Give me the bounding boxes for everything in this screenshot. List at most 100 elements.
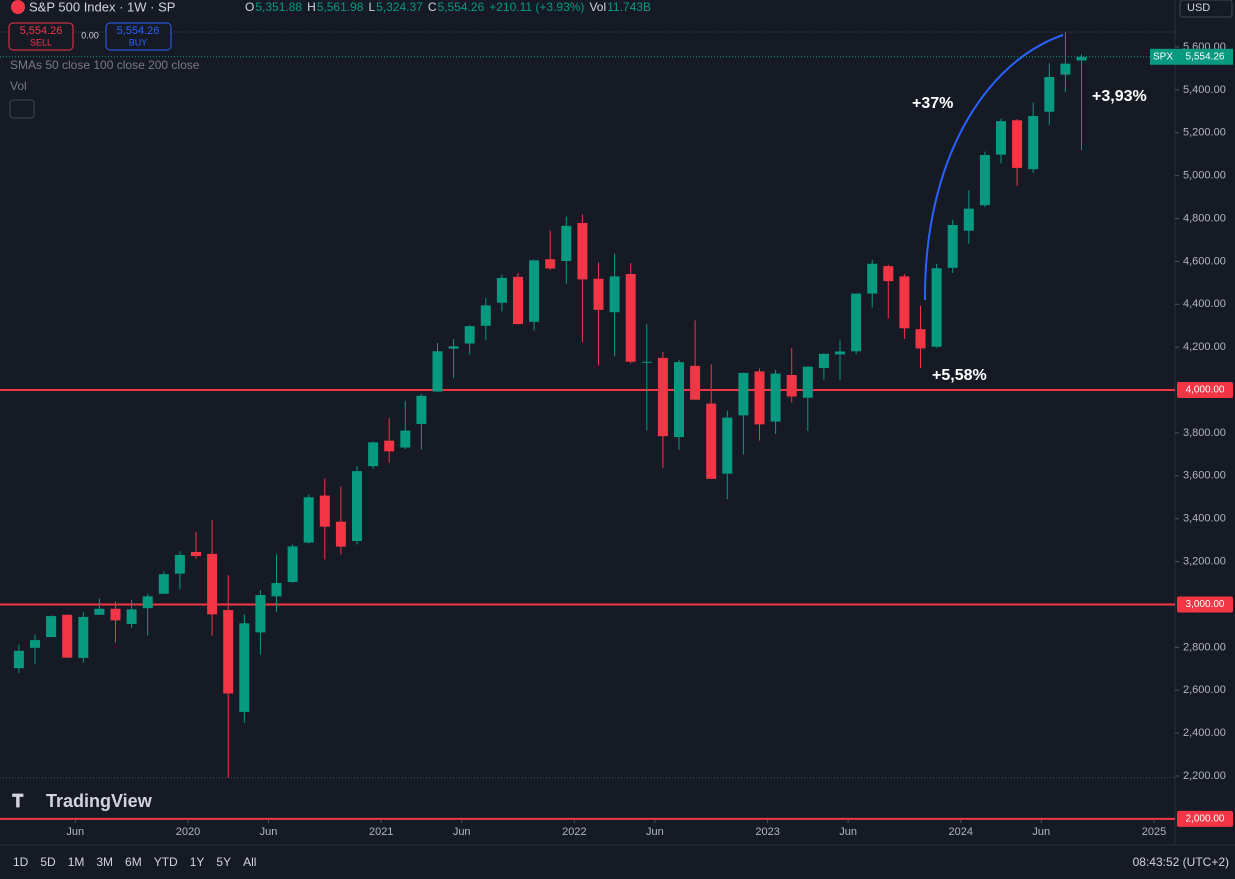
y-tick-label: 2,800.00 (1183, 641, 1226, 653)
level-badge (1177, 810, 1233, 827)
range-button[interactable]: 5Y (216, 855, 231, 869)
currency-box[interactable] (1179, 0, 1233, 18)
candle-body (239, 623, 250, 712)
candle-body (110, 608, 121, 621)
candle-body (1076, 56, 1087, 61)
symbol-icon (11, 0, 25, 14)
change: +210.11 (+3.93%) (489, 0, 584, 14)
candle-body (496, 277, 507, 303)
y-tick-label: 3,800.00 (1183, 427, 1226, 439)
x-tick-label: Jun (453, 826, 471, 838)
last-name: SPX (1153, 51, 1173, 62)
candle-body (593, 278, 604, 310)
range-button[interactable]: 3M (96, 855, 113, 869)
range-button[interactable]: YTD (154, 855, 178, 869)
candle-body (1028, 116, 1039, 170)
candle-body (432, 351, 443, 392)
candle-body (899, 276, 910, 329)
collapse-button[interactable] (9, 99, 35, 119)
y-tick-label: 3,600.00 (1183, 470, 1226, 482)
candle-body (561, 225, 572, 261)
x-tick-label: 2022 (562, 826, 586, 838)
candle-body (174, 554, 185, 574)
candle-body (996, 121, 1006, 155)
y-tick-label: 4,600.00 (1183, 255, 1226, 267)
candle-body (609, 276, 620, 313)
candle-body (207, 553, 218, 615)
ohlc-value: 5,561.98 (317, 0, 364, 14)
candle-body (754, 371, 765, 425)
candle-body (915, 329, 926, 349)
candle-body (448, 346, 459, 349)
candle-body (255, 595, 266, 633)
candle-body (577, 223, 588, 280)
candle-body (384, 440, 395, 452)
candle-body (513, 276, 523, 325)
level-label: 3,000.00 (1186, 599, 1225, 610)
x-tick-label: 2025 (1142, 826, 1166, 838)
candle-body (931, 268, 942, 347)
y-tick-label: 5,000.00 (1183, 170, 1226, 182)
logo: TradingView (46, 791, 153, 811)
candle-body (352, 471, 362, 542)
candle-body (963, 208, 974, 231)
vol-value: 11.743B (607, 0, 651, 14)
y-tick-label: 4,200.00 (1183, 341, 1226, 353)
candle-body (223, 610, 234, 694)
spread: 0.00 (81, 30, 99, 40)
candle-body (818, 353, 829, 368)
candle-body (545, 259, 556, 269)
candle-body (786, 375, 797, 397)
candle-body (625, 274, 636, 362)
y-tick-label: 2,600.00 (1183, 684, 1226, 696)
candle-body (126, 609, 137, 625)
range-button[interactable]: 1D (13, 855, 29, 869)
level-label: 2,000.00 (1186, 814, 1225, 825)
y-tick-label: 4,400.00 (1183, 298, 1226, 310)
range-button[interactable]: 1M (68, 855, 85, 869)
annotation: +5,58% (932, 367, 987, 384)
y-tick-label: 3,400.00 (1183, 513, 1226, 525)
y-tick-label: 3,200.00 (1183, 556, 1226, 568)
range-button[interactable]: 6M (125, 855, 142, 869)
candle-body (851, 293, 862, 352)
candle-body (867, 263, 878, 294)
last-price-label: 5,554.26 (1186, 51, 1225, 62)
candle-body (641, 361, 652, 363)
x-tick-label: 2023 (755, 826, 779, 838)
range-button[interactable]: 5D (40, 855, 56, 869)
candle-body (319, 495, 330, 527)
candle-body (706, 403, 717, 479)
candle-body (835, 351, 845, 355)
ohlc-letter: C (428, 0, 437, 14)
currency: USD (1187, 2, 1210, 14)
y-tick-label: 4,800.00 (1183, 212, 1226, 224)
x-tick-label: 2021 (369, 826, 393, 838)
arc-drawing (923, 34, 1064, 301)
buy-price: 5,554.26 (117, 25, 160, 37)
candle-body (947, 224, 958, 268)
candle-body (287, 546, 298, 582)
candle-body (94, 608, 105, 615)
candle-body (674, 362, 684, 438)
y-tick-label: 5,200.00 (1183, 127, 1226, 139)
x-tick-label: Jun (260, 826, 278, 838)
candle-body (1044, 76, 1055, 112)
range-button[interactable]: All (243, 855, 256, 869)
buy-button[interactable] (105, 22, 172, 51)
y-tick-label: 2,200.00 (1183, 770, 1226, 782)
level-badge (1177, 596, 1233, 613)
sell-button[interactable] (8, 22, 74, 51)
header-title: S&P 500 Index · 1W · SP (29, 0, 175, 14)
y-tick-label: 5,400.00 (1183, 84, 1226, 96)
y-tick-label: 2,400.00 (1183, 727, 1226, 739)
candle-body (722, 417, 733, 474)
candle-body (883, 266, 894, 282)
candle-body (13, 650, 24, 669)
range-button[interactable]: 1Y (190, 855, 205, 869)
candle-body (158, 574, 169, 594)
x-tick-label: 2024 (949, 826, 973, 838)
candle-body (738, 372, 749, 416)
